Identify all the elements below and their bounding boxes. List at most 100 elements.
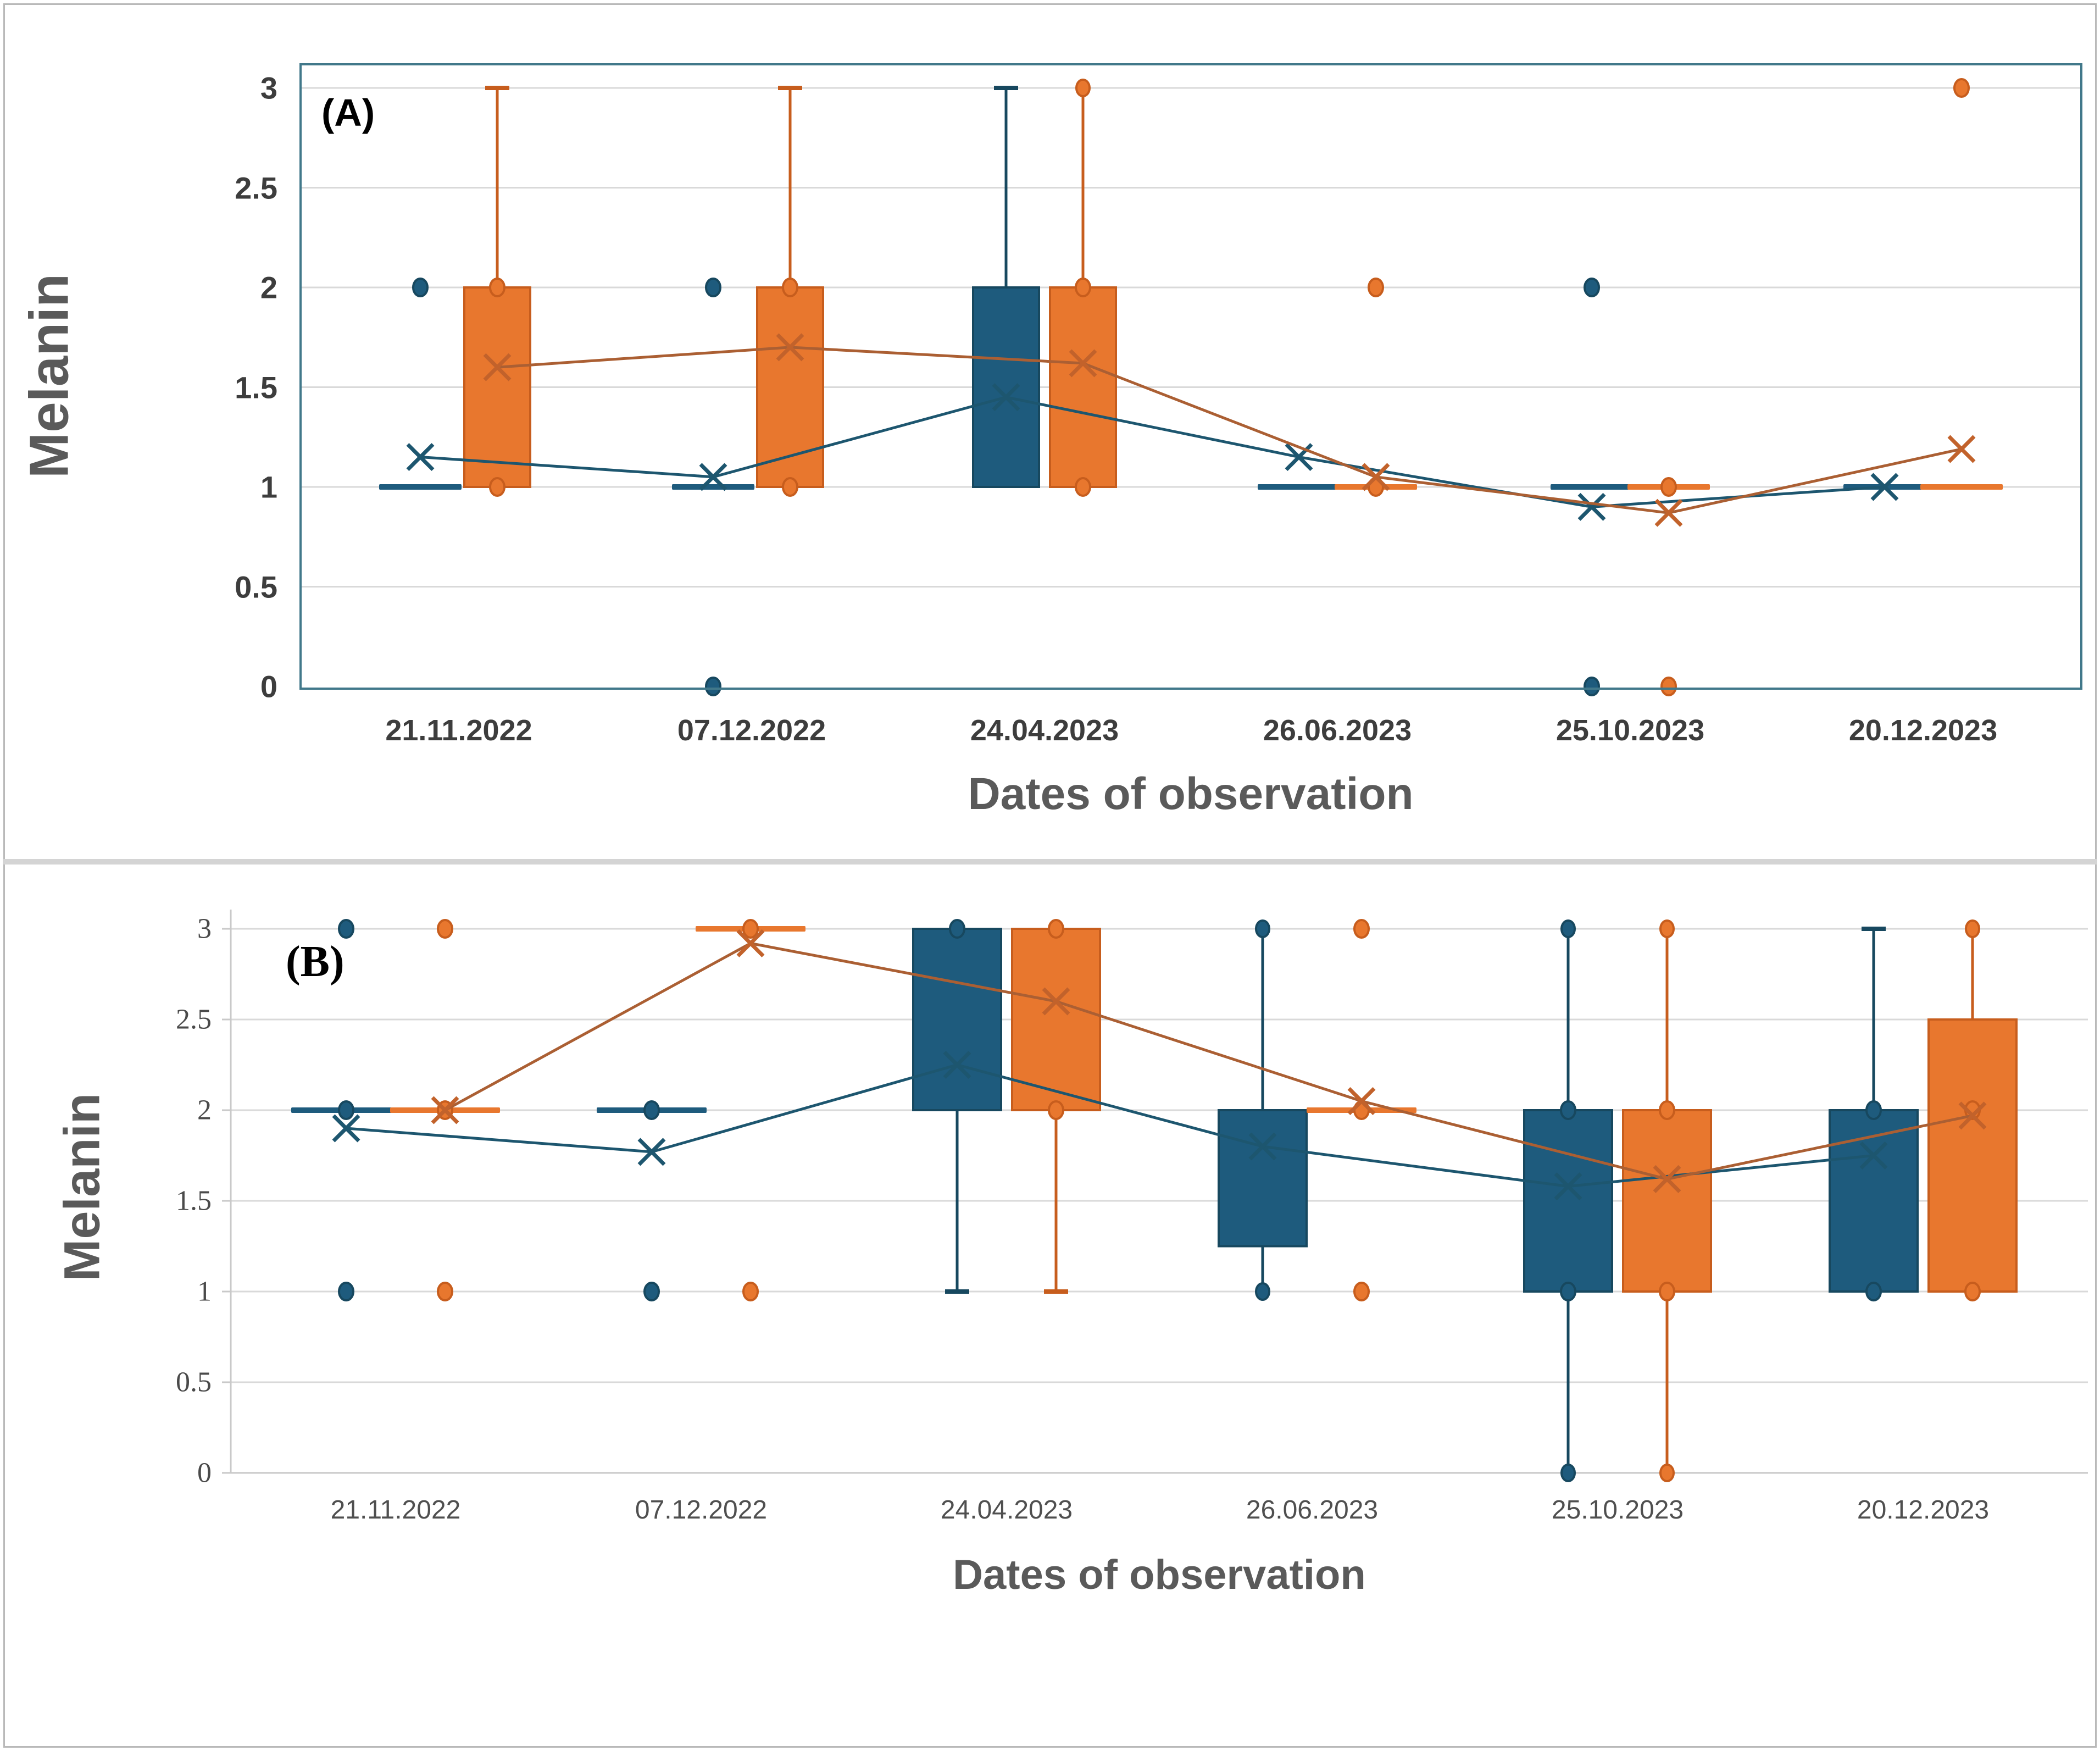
mean-x-marker bbox=[1870, 473, 1899, 501]
mean-x-marker bbox=[332, 1114, 360, 1143]
mean-x-marker bbox=[1069, 349, 1097, 378]
panel-divider bbox=[3, 859, 2097, 865]
collapsed-box-dash bbox=[379, 484, 462, 490]
point-marker bbox=[338, 1100, 354, 1120]
collapsed-box-dash bbox=[1551, 484, 1633, 490]
x-tick-label: 20.12.2023 bbox=[1857, 1495, 1990, 1525]
panel-a-label: (A) bbox=[321, 91, 375, 134]
mean-x-marker bbox=[1958, 1101, 1987, 1130]
point-marker bbox=[1075, 278, 1091, 297]
box bbox=[1049, 286, 1117, 488]
point-marker bbox=[705, 278, 721, 297]
point-marker bbox=[1660, 477, 1677, 497]
mean-x-marker bbox=[1347, 1087, 1376, 1115]
x-tick-label: 26.06.2023 bbox=[1263, 714, 1412, 747]
point-marker bbox=[1584, 677, 1600, 696]
point-marker bbox=[782, 477, 798, 497]
point-marker bbox=[1584, 278, 1600, 297]
point-marker bbox=[643, 1100, 660, 1120]
mean-line bbox=[420, 396, 1885, 508]
x-tick-label: 20.12.2023 bbox=[1848, 714, 1998, 747]
collapsed-box-dash bbox=[672, 484, 754, 490]
point-marker bbox=[1368, 278, 1384, 297]
y-tick-label: 0 bbox=[260, 669, 277, 704]
point-marker bbox=[1659, 1100, 1675, 1120]
y-tick-label: 3 bbox=[260, 70, 277, 106]
point-marker bbox=[1075, 477, 1091, 497]
x-tick-label: 24.04.2023 bbox=[970, 714, 1119, 747]
collapsed-box-dash bbox=[1920, 484, 2003, 490]
point-marker bbox=[1560, 1100, 1576, 1120]
x-tick-label: 25.10.2023 bbox=[1551, 1495, 1684, 1525]
whisker-tip-dot bbox=[1560, 1464, 1576, 1482]
point-marker bbox=[1048, 1100, 1064, 1120]
collapsed-box-dash bbox=[1258, 484, 1340, 490]
y-tick-label: 2.5 bbox=[235, 170, 277, 205]
x-tick-label: 07.12.2022 bbox=[677, 714, 826, 747]
boxplot-chart-a bbox=[299, 63, 2082, 696]
box bbox=[912, 928, 1002, 1111]
point-marker bbox=[338, 919, 354, 939]
mean-line bbox=[444, 941, 1973, 1181]
y-tick-label: 2 bbox=[197, 1094, 212, 1126]
panel-b-label: (B) bbox=[286, 938, 345, 986]
whisker-tip-dot bbox=[1560, 919, 1576, 938]
mean-x-marker bbox=[776, 333, 804, 362]
point-marker bbox=[437, 919, 453, 939]
mean-x-marker bbox=[1554, 1172, 1582, 1201]
point-marker bbox=[1865, 1282, 1882, 1301]
whisker-tip-dot bbox=[1659, 1464, 1675, 1482]
point-marker bbox=[1660, 677, 1677, 696]
mean-x-marker bbox=[992, 383, 1020, 412]
mean-line bbox=[497, 346, 1962, 514]
y-tick-label: 2 bbox=[260, 270, 277, 305]
whisker-tip-dot bbox=[1075, 79, 1091, 97]
point-marker bbox=[489, 477, 505, 497]
mean-x-marker bbox=[406, 443, 435, 472]
point-marker bbox=[338, 1282, 354, 1301]
point-marker bbox=[782, 278, 798, 297]
y-tick-label: 0.5 bbox=[176, 1366, 212, 1398]
whisker-tip-dot bbox=[1255, 1282, 1270, 1301]
point-marker bbox=[412, 278, 429, 297]
mean-x-marker bbox=[1653, 1165, 1681, 1193]
box bbox=[1523, 1109, 1613, 1293]
x-tick-label: 21.11.2022 bbox=[330, 1495, 461, 1525]
point-marker bbox=[705, 677, 721, 696]
point-marker bbox=[742, 919, 759, 939]
point-marker bbox=[437, 1282, 453, 1301]
box bbox=[1218, 1109, 1308, 1248]
box bbox=[972, 286, 1040, 488]
mean-x-marker bbox=[1285, 443, 1313, 472]
plot-frame bbox=[299, 63, 2082, 690]
x-tick-label: 07.12.2022 bbox=[635, 1495, 768, 1525]
x-tick-label: 24.04.2023 bbox=[940, 1495, 1073, 1525]
point-marker bbox=[1865, 1100, 1882, 1120]
point-marker bbox=[1953, 78, 1970, 98]
point-marker bbox=[1353, 919, 1370, 939]
y-tick-label: 0.5 bbox=[235, 569, 277, 604]
y-tick-label: 1 bbox=[260, 469, 277, 505]
y-tick-label: 0 bbox=[197, 1457, 212, 1489]
x-tick-label: 21.11.2022 bbox=[385, 714, 532, 747]
y-tick-label: 1.5 bbox=[176, 1185, 212, 1217]
mean-x-marker bbox=[699, 463, 727, 491]
mean-x-marker bbox=[483, 353, 512, 381]
y-tick-label: 1.5 bbox=[235, 370, 277, 404]
point-marker bbox=[742, 1282, 759, 1301]
x-axis-title: Dates of observation bbox=[953, 1551, 1366, 1598]
box bbox=[1927, 1018, 2018, 1293]
point-marker bbox=[1560, 1282, 1576, 1301]
mean-x-marker bbox=[1248, 1132, 1277, 1161]
point-marker bbox=[949, 919, 965, 939]
point-marker bbox=[1048, 919, 1064, 939]
mean-x-marker bbox=[943, 1051, 971, 1079]
point-marker bbox=[1353, 1282, 1370, 1301]
whisker-tip-dot bbox=[1965, 919, 1980, 938]
x-axis-title: Dates of observation bbox=[968, 769, 1414, 819]
point-marker bbox=[489, 278, 505, 297]
mean-x-marker bbox=[637, 1138, 666, 1166]
